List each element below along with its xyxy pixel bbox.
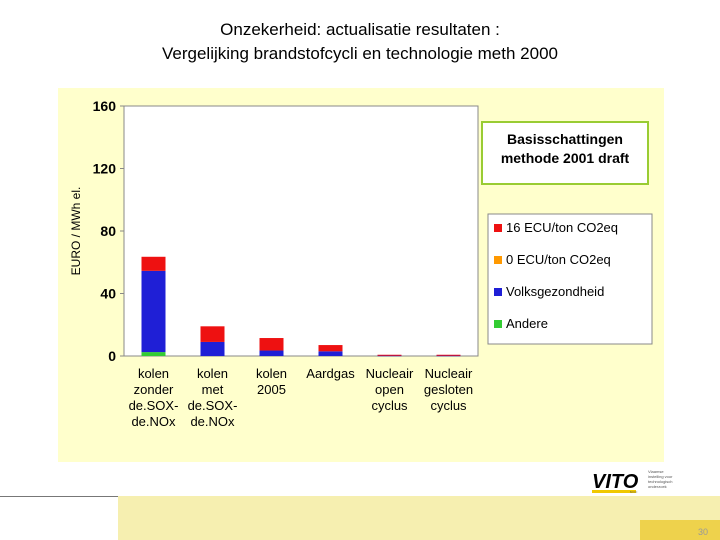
y-tick-label: 160 bbox=[93, 98, 117, 114]
x-tick-label: kolen bbox=[197, 366, 228, 381]
x-tick-label: Nucleair bbox=[366, 366, 414, 381]
legend-label: 16 ECU/ton CO2eq bbox=[506, 220, 618, 235]
logo-text: VITO bbox=[592, 471, 639, 493]
legend-swatch bbox=[494, 256, 502, 264]
x-tick-label: Nucleair bbox=[425, 366, 473, 381]
annotation-box bbox=[481, 121, 649, 185]
legend-swatch bbox=[494, 224, 502, 232]
logo-bar bbox=[592, 490, 636, 493]
bar-segment bbox=[259, 338, 284, 351]
x-tick-label: de.NOx bbox=[131, 414, 176, 429]
plot-area bbox=[123, 105, 479, 357]
x-tick-label: kolen bbox=[256, 366, 287, 381]
bar-segment bbox=[318, 345, 343, 352]
x-tick-label: cyclus bbox=[430, 398, 467, 413]
y-axis-label: EURO / MWh el. bbox=[69, 187, 83, 276]
x-tick-label: kolen bbox=[138, 366, 169, 381]
legend-label: 0 ECU/ton CO2eq bbox=[506, 252, 611, 267]
page-number: 30 bbox=[697, 527, 708, 537]
footer-band-accent bbox=[640, 520, 720, 540]
legend-box bbox=[487, 213, 653, 345]
bar-segment bbox=[200, 341, 225, 356]
bar-segment bbox=[141, 270, 166, 353]
x-tick-label: open bbox=[375, 382, 404, 397]
y-tick-label: 80 bbox=[100, 223, 116, 239]
y-tick-label: 120 bbox=[93, 161, 117, 177]
logo-tagline-1: Vlaamse bbox=[648, 469, 664, 474]
page-title: Onzekerheid: actualisatie resultaten : V… bbox=[0, 18, 720, 66]
x-tick-label: de.NOx bbox=[190, 414, 235, 429]
footer-band bbox=[118, 496, 720, 540]
y-tick-label: 0 bbox=[108, 348, 116, 364]
bar-segment bbox=[259, 350, 284, 356]
vito-logo: VITO Vlaamse instelling voor technologis… bbox=[592, 469, 673, 494]
x-tick-label: de.SOX- bbox=[129, 398, 179, 413]
x-tick-label: cyclus bbox=[371, 398, 408, 413]
logo-tagline-2: instelling voor bbox=[648, 474, 673, 479]
bar-segment bbox=[141, 352, 166, 356]
bar-segment bbox=[141, 256, 166, 271]
legend-swatch bbox=[494, 320, 502, 328]
legend-swatch bbox=[494, 288, 502, 296]
bar-segment bbox=[200, 326, 225, 342]
title-line-2: Vergelijking brandstofcycli en technolog… bbox=[162, 44, 558, 63]
x-tick-label: met bbox=[202, 382, 224, 397]
logo-sub: M O I bbox=[630, 490, 637, 494]
y-tick-label: 40 bbox=[100, 286, 116, 302]
title-line-1: Onzekerheid: actualisatie resultaten : bbox=[220, 20, 500, 39]
annotation-text: Basisschattingen bbox=[507, 131, 623, 147]
logo-tagline-3: technologisch bbox=[648, 479, 672, 484]
annotation-text: methode 2001 draft bbox=[501, 150, 630, 166]
bar-segment bbox=[436, 354, 461, 356]
logo-tagline-4: onderzoek bbox=[648, 484, 667, 489]
x-tick-label: 2005 bbox=[257, 382, 286, 397]
bar-segment bbox=[377, 354, 402, 356]
legend-label: Andere bbox=[506, 316, 548, 331]
x-tick-label: Aardgas bbox=[306, 366, 355, 381]
legend-label: Volksgezondheid bbox=[506, 284, 604, 299]
x-tick-label: de.SOX- bbox=[188, 398, 238, 413]
x-tick-label: zonder bbox=[134, 382, 174, 397]
x-tick-label: gesloten bbox=[424, 382, 473, 397]
bar-segment bbox=[318, 351, 343, 356]
